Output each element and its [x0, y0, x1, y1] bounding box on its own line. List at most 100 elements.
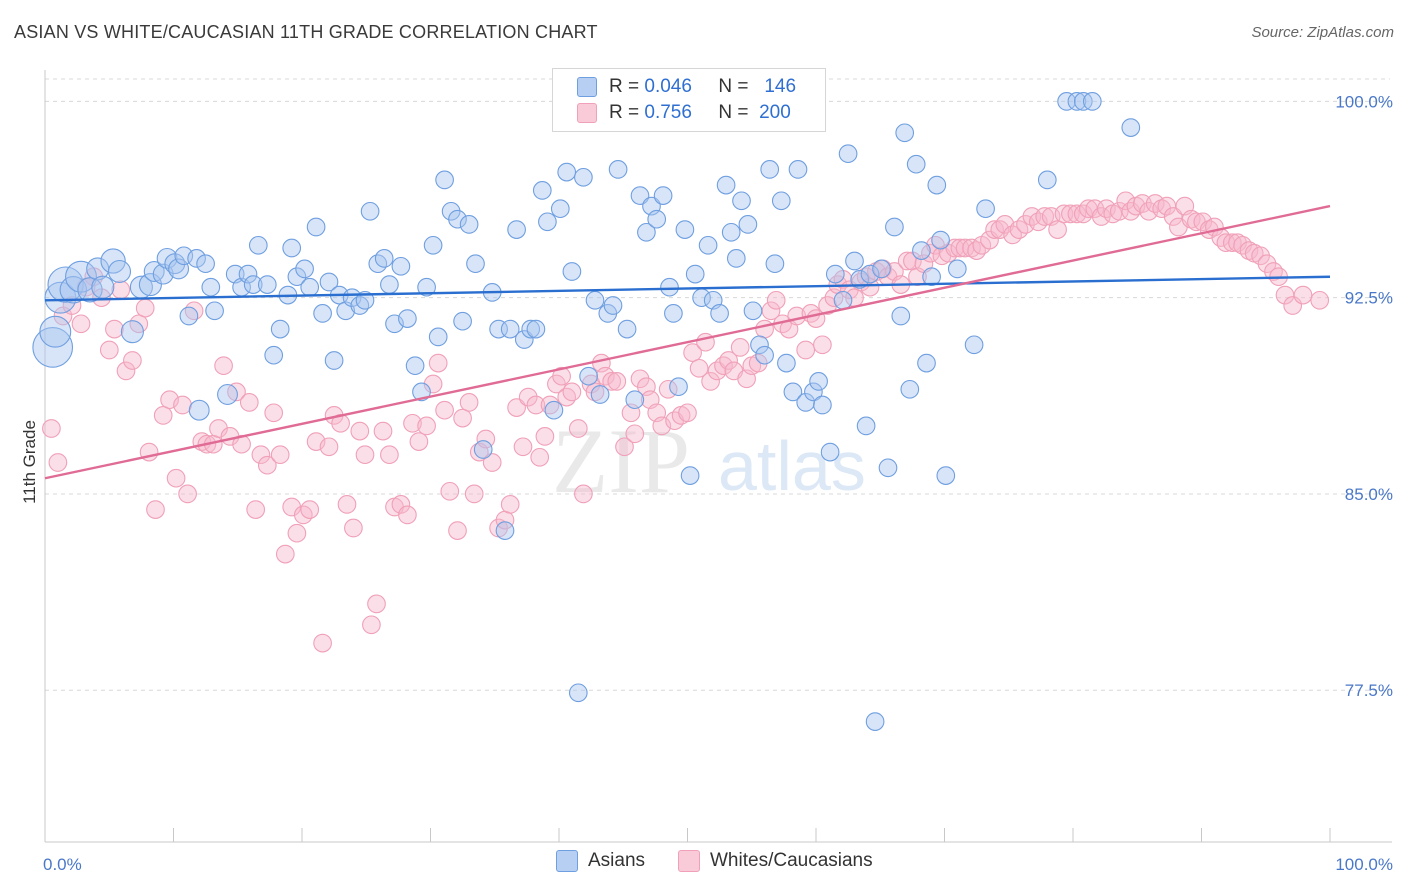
white-point	[398, 505, 417, 525]
white-point	[459, 393, 479, 412]
asian-point	[532, 181, 552, 200]
white-point	[380, 445, 399, 465]
legend-label-asians: Asians	[588, 850, 646, 871]
asian-point	[891, 306, 911, 326]
asian-point	[680, 466, 700, 485]
asian-point	[922, 267, 941, 287]
white-point	[48, 453, 68, 472]
asian-point	[107, 259, 132, 284]
white-point	[595, 366, 615, 386]
asian-point	[270, 319, 290, 339]
white-point	[116, 361, 136, 381]
asian-point	[187, 249, 206, 268]
asian-point	[196, 254, 215, 274]
asian-point	[287, 267, 307, 287]
asian-point	[243, 275, 263, 294]
white-point	[1264, 262, 1283, 281]
axes	[44, 70, 1392, 843]
asian-point	[617, 319, 637, 339]
legend-n-label: N =	[718, 76, 749, 97]
asian-point	[783, 382, 803, 402]
white-point	[111, 280, 131, 300]
white-point	[428, 353, 448, 373]
white-point	[251, 445, 271, 465]
white-point	[350, 421, 370, 441]
white-point	[1181, 209, 1201, 229]
asian-point	[423, 235, 443, 255]
asian-point	[927, 175, 947, 195]
asian-point	[295, 259, 314, 279]
asian-point	[721, 222, 741, 242]
y-tick-label: 100.0%	[1335, 92, 1393, 111]
white-point	[1293, 285, 1313, 305]
white-point	[246, 500, 266, 519]
asian-point	[1037, 170, 1057, 190]
asian-point	[282, 238, 302, 258]
white-point	[683, 343, 702, 362]
asian-point	[188, 399, 210, 421]
asian-point	[669, 377, 688, 397]
legend-swatch-whites	[678, 850, 700, 872]
white-point	[557, 387, 577, 407]
asian-point	[507, 220, 526, 239]
white-point	[860, 277, 880, 297]
white-point	[813, 335, 832, 355]
asian-point	[1082, 92, 1102, 111]
white-point	[448, 521, 467, 540]
legend-swatch-whites	[577, 103, 597, 123]
asian-point	[878, 458, 898, 478]
white-point	[239, 393, 259, 412]
white-point	[796, 340, 816, 360]
asian-point	[380, 275, 399, 294]
white-point	[287, 523, 307, 543]
white-trend-line	[44, 204, 1331, 480]
asian-point	[660, 277, 679, 297]
asian-point	[205, 301, 224, 321]
asian-point	[550, 199, 570, 219]
asian-point	[653, 186, 673, 205]
asian-point	[603, 296, 623, 315]
asian-point	[590, 385, 610, 404]
white-point	[146, 500, 165, 519]
white-point	[630, 369, 650, 389]
white-point	[214, 356, 233, 376]
legend-swatch-asians	[556, 850, 578, 872]
asian-point	[405, 356, 425, 376]
white-point	[748, 353, 768, 373]
asian-point	[201, 277, 221, 297]
y-tick-label: 77.5%	[1345, 681, 1393, 700]
asian-point	[771, 191, 791, 211]
asian-point	[900, 379, 920, 399]
asian-point	[217, 384, 238, 405]
x-tick-label: 100.0%	[1335, 855, 1393, 874]
white-point	[435, 400, 454, 420]
white-point	[574, 484, 593, 504]
white-point	[270, 445, 290, 465]
legend-r-value: 0.046	[644, 76, 692, 97]
asian-point	[264, 345, 284, 365]
asian-point	[838, 144, 858, 164]
series-asians	[32, 92, 1141, 731]
asian-point	[755, 345, 774, 365]
asian-point	[804, 382, 823, 402]
asian-point	[44, 281, 77, 314]
white-point	[755, 319, 774, 339]
asian-point	[47, 266, 84, 303]
white-point	[153, 406, 173, 425]
asian-point	[630, 186, 650, 205]
white-point	[967, 241, 986, 260]
legend-item-asians[interactable]: Asians	[556, 850, 645, 872]
white-point	[184, 301, 204, 321]
asian-point	[138, 273, 162, 297]
white-point	[319, 437, 339, 457]
asian-point	[760, 160, 780, 179]
white-point	[701, 372, 720, 391]
white-point	[123, 351, 142, 370]
asian-point	[526, 319, 546, 339]
asian-point	[865, 712, 885, 731]
asian-trend-line	[44, 275, 1331, 302]
white-point	[1251, 246, 1270, 266]
legend-item-whites[interactable]: Whites/Caucasians	[678, 850, 873, 872]
asian-point	[435, 170, 454, 190]
asian-point	[495, 521, 515, 540]
